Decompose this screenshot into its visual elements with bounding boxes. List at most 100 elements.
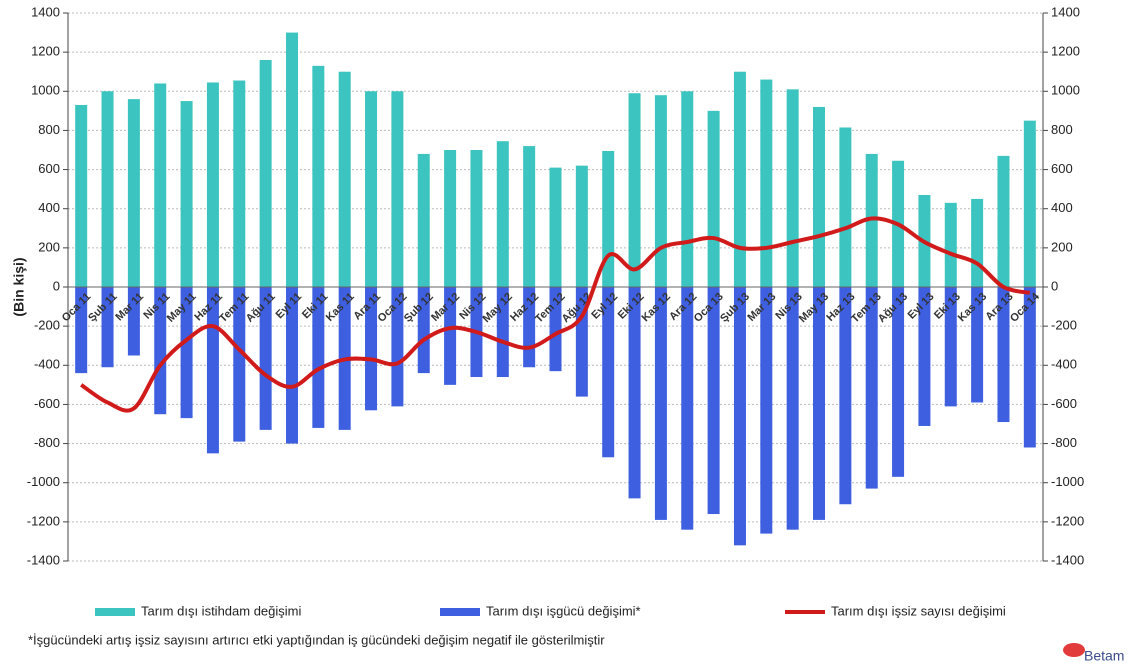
bar: [733, 71, 746, 287]
bar: [1023, 287, 1036, 448]
bar: [944, 202, 957, 287]
y-tick-label: -400: [34, 357, 60, 372]
bar: [707, 110, 720, 287]
bar: [75, 287, 88, 374]
y-tick-label: 800: [38, 122, 60, 137]
bar: [733, 287, 746, 546]
bar: [813, 106, 826, 287]
bar: [75, 104, 88, 287]
y-tick-label: 400: [38, 200, 60, 215]
y-tick-label: 0: [53, 278, 60, 293]
bar: [839, 127, 852, 287]
y2-tick-label: 400: [1051, 200, 1073, 215]
bar: [180, 287, 193, 419]
bar: [944, 287, 957, 407]
y-tick-label: 200: [38, 239, 60, 254]
bar: [654, 287, 667, 520]
bar: [206, 82, 219, 287]
y2-tick-label: 800: [1051, 122, 1073, 137]
bar: [312, 65, 325, 287]
bar: [523, 146, 536, 287]
y2-tick-label: 1400: [1051, 4, 1080, 19]
bar: [180, 101, 193, 287]
bar: [444, 150, 457, 287]
bar: [997, 155, 1010, 287]
bar: [786, 287, 799, 530]
y-tick-label: -1000: [27, 474, 60, 489]
bar: [997, 287, 1010, 423]
y-tick-label: -1400: [27, 552, 60, 567]
y-tick-label: -1200: [27, 513, 60, 528]
y2-tick-label: 1000: [1051, 83, 1080, 98]
bar: [628, 93, 641, 287]
y2-tick-label: -200: [1051, 318, 1077, 333]
bar: [575, 165, 588, 287]
bar: [892, 287, 905, 477]
bar: [971, 198, 984, 287]
bar: [760, 287, 773, 534]
bar: [813, 287, 826, 520]
legend-label: Tarım dışı istihdam değişimi: [141, 603, 301, 618]
bar: [971, 287, 984, 403]
bar: [285, 287, 298, 444]
bar: [127, 99, 140, 287]
bar: [365, 287, 378, 411]
bar: [470, 150, 483, 287]
bar: [918, 287, 931, 426]
y-tick-label: 1000: [31, 83, 60, 98]
bar: [1023, 120, 1036, 288]
y-tick-label: -600: [34, 396, 60, 411]
bar: [681, 287, 694, 530]
y2-tick-label: 0: [1051, 278, 1058, 293]
footnote: *İşgücündeki artış işsiz sayısını artırı…: [28, 632, 605, 647]
bar: [786, 89, 799, 287]
y2-tick-label: 600: [1051, 161, 1073, 176]
y2-tick-label: 200: [1051, 239, 1073, 254]
y2-tick-label: -1000: [1051, 474, 1084, 489]
y-tick-label: 1200: [31, 44, 60, 59]
bar: [285, 32, 298, 288]
bar: [154, 287, 167, 415]
y2-tick-label: 1200: [1051, 44, 1080, 59]
y2-tick-label: -600: [1051, 396, 1077, 411]
legend-label: Tarım dışı işgücü değişimi*: [486, 603, 641, 618]
bar: [417, 287, 430, 374]
bar: [233, 287, 246, 442]
bar: [602, 287, 615, 458]
legend-swatch: [95, 608, 135, 616]
bar: [549, 287, 562, 372]
bar: [681, 91, 694, 288]
bar: [760, 79, 773, 288]
bar: [365, 91, 378, 288]
y-tick-label: -200: [34, 318, 60, 333]
y2-tick-label: -1400: [1051, 552, 1084, 567]
bar: [839, 287, 852, 505]
y2-tick-label: -1200: [1051, 513, 1084, 528]
bar: [865, 287, 878, 489]
bar: [417, 153, 430, 287]
bar: [549, 167, 562, 287]
y-tick-label: -800: [34, 435, 60, 450]
bar: [707, 287, 720, 515]
bar: [101, 91, 114, 288]
bar: [154, 83, 167, 287]
line: [80, 216, 1031, 413]
bar: [259, 59, 272, 287]
bar: [233, 80, 246, 288]
bar: [338, 71, 351, 287]
bar: [654, 95, 667, 287]
bar: [628, 287, 641, 499]
bar: [496, 287, 509, 378]
y2-tick-label: -400: [1051, 357, 1077, 372]
logo: Betam: [1084, 648, 1124, 664]
bar: [101, 287, 114, 368]
bar: [259, 287, 272, 430]
bar: [127, 287, 140, 356]
bar: [496, 141, 509, 287]
y2-tick-label: -800: [1051, 435, 1077, 450]
legend-swatch: [440, 608, 480, 616]
bar: [391, 287, 404, 407]
logo-icon: [1063, 643, 1085, 657]
bar: [444, 287, 457, 385]
